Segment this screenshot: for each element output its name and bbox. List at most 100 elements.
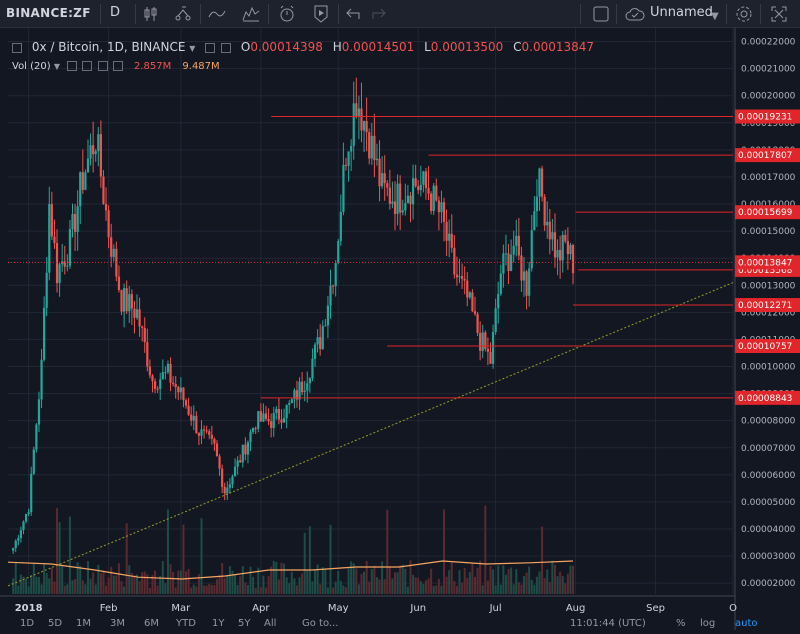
- toolbar-divider: [135, 4, 136, 24]
- volume-bar: [205, 585, 208, 594]
- level-price-tag: [735, 298, 800, 313]
- volume-bar: [430, 568, 433, 594]
- volume-bar: [81, 580, 84, 594]
- settings-icon[interactable]: [733, 3, 755, 25]
- volume-bar: [396, 572, 399, 594]
- volume-bar: [559, 571, 562, 594]
- range-1y[interactable]: 1Y: [212, 618, 225, 629]
- candle-body: [331, 285, 335, 287]
- y-tick-label: 0.00007000: [741, 444, 796, 454]
- level-price-tag: [735, 390, 800, 405]
- volume-bar: [285, 577, 288, 594]
- volume-bar: [533, 584, 536, 594]
- range-1d[interactable]: 1D: [20, 618, 35, 629]
- range-all[interactable]: All: [264, 618, 277, 629]
- volume-ma-value: 9.487M: [182, 61, 220, 72]
- chevron-down-icon[interactable]: ▼: [189, 44, 196, 53]
- fullscreen-icon[interactable]: [768, 3, 790, 25]
- chevron-down-icon[interactable]: ▼: [711, 11, 719, 22]
- volume-bar: [437, 578, 440, 594]
- fullscreen-checkbox-icon[interactable]: [590, 3, 612, 25]
- undo-icon[interactable]: [342, 3, 364, 25]
- toolbar-divider: [580, 4, 581, 24]
- candle-body: [569, 245, 572, 255]
- volume-bar: [128, 565, 131, 594]
- compare-icon[interactable]: [172, 3, 194, 25]
- redo-icon[interactable]: [368, 3, 390, 25]
- remove-icon[interactable]: [97, 61, 108, 71]
- y-tick-label: 0.00020000: [741, 92, 796, 102]
- volume-bar: [489, 565, 492, 594]
- candle-body: [130, 294, 133, 309]
- indicators-icon[interactable]: [206, 3, 228, 25]
- chevron-down-icon[interactable]: ▼: [53, 62, 61, 71]
- alert-icon[interactable]: [276, 3, 298, 25]
- settings-small-icon[interactable]: [82, 61, 93, 71]
- candle-body: [357, 108, 360, 116]
- candle-body: [517, 235, 520, 256]
- range-5d[interactable]: 5D: [48, 618, 63, 629]
- volume-title[interactable]: Vol (20): [12, 61, 51, 72]
- toolbar-divider: [268, 4, 269, 24]
- volume-bar: [236, 585, 239, 594]
- visibility-icon[interactable]: [205, 42, 216, 53]
- volume-bar: [535, 576, 538, 594]
- range-ytd[interactable]: YTD: [176, 618, 196, 629]
- layout-name[interactable]: Unnamed: [650, 5, 713, 20]
- volume-bar: [461, 582, 464, 594]
- cloud-icon[interactable]: [624, 3, 646, 25]
- candle-body: [479, 332, 482, 351]
- fx-icon[interactable]: [240, 3, 262, 25]
- range-5y[interactable]: 5Y: [238, 618, 251, 629]
- volume-bar: [329, 524, 332, 594]
- visibility-icon[interactable]: [67, 61, 78, 71]
- percent-toggle[interactable]: %: [676, 618, 686, 629]
- candle-body: [79, 172, 82, 207]
- price-chart[interactable]: 0.00022000 0.00021000 0.00020000 0.00019000…: [0, 28, 800, 630]
- volume-bar: [417, 577, 420, 594]
- volume-bar: [272, 560, 275, 594]
- candle-body: [463, 278, 466, 281]
- volume-bar: [63, 585, 66, 594]
- range-1m[interactable]: 1M: [76, 618, 91, 629]
- more-icon[interactable]: [112, 61, 123, 71]
- candle-body: [275, 408, 278, 413]
- volume-bar: [74, 579, 77, 594]
- level-price-label: 0.00012271: [738, 301, 792, 311]
- candle-body: [202, 429, 206, 431]
- x-tick-label: Sep: [646, 603, 665, 614]
- volume-bar: [419, 581, 422, 594]
- volume-bar: [66, 584, 69, 594]
- legend-title[interactable]: 0x / Bitcoin, 1D, BINANCE: [31, 40, 186, 54]
- range-6m[interactable]: 6M: [144, 618, 159, 629]
- volume-bar: [249, 566, 252, 594]
- volume-bar: [538, 571, 541, 594]
- candles-icon[interactable]: [140, 3, 162, 25]
- candle-body: [522, 271, 526, 281]
- x-tick-label: Mar: [171, 603, 191, 614]
- volume-bar: [373, 565, 376, 594]
- symbol-search[interactable]: BINANCE:ZF: [6, 6, 91, 20]
- goto-button[interactable]: Go to...: [302, 618, 339, 629]
- candle-body: [117, 276, 121, 291]
- candle-body: [288, 403, 291, 405]
- range-3m[interactable]: 3M: [110, 618, 125, 629]
- collapse-legend-icon[interactable]: [12, 42, 22, 53]
- settings-small-icon[interactable]: [221, 42, 232, 53]
- candle-body: [471, 292, 474, 312]
- log-toggle[interactable]: log: [700, 618, 716, 629]
- candle-body: [551, 232, 554, 240]
- candle-body: [218, 456, 221, 469]
- replay-icon[interactable]: [310, 3, 332, 25]
- candle-body: [355, 103, 358, 116]
- candle-body: [190, 414, 193, 421]
- volume-bar: [123, 586, 126, 594]
- candle-body: [187, 405, 190, 415]
- volume-bar: [548, 581, 551, 594]
- interval-button[interactable]: D: [110, 5, 121, 20]
- candle-body: [339, 211, 342, 241]
- auto-toggle[interactable]: auto: [735, 618, 758, 629]
- volume-bar: [308, 526, 311, 594]
- chart-pane[interactable]: 0.00022000 0.00021000 0.00020000 0.00019000…: [0, 28, 800, 630]
- candle-body: [252, 428, 255, 432]
